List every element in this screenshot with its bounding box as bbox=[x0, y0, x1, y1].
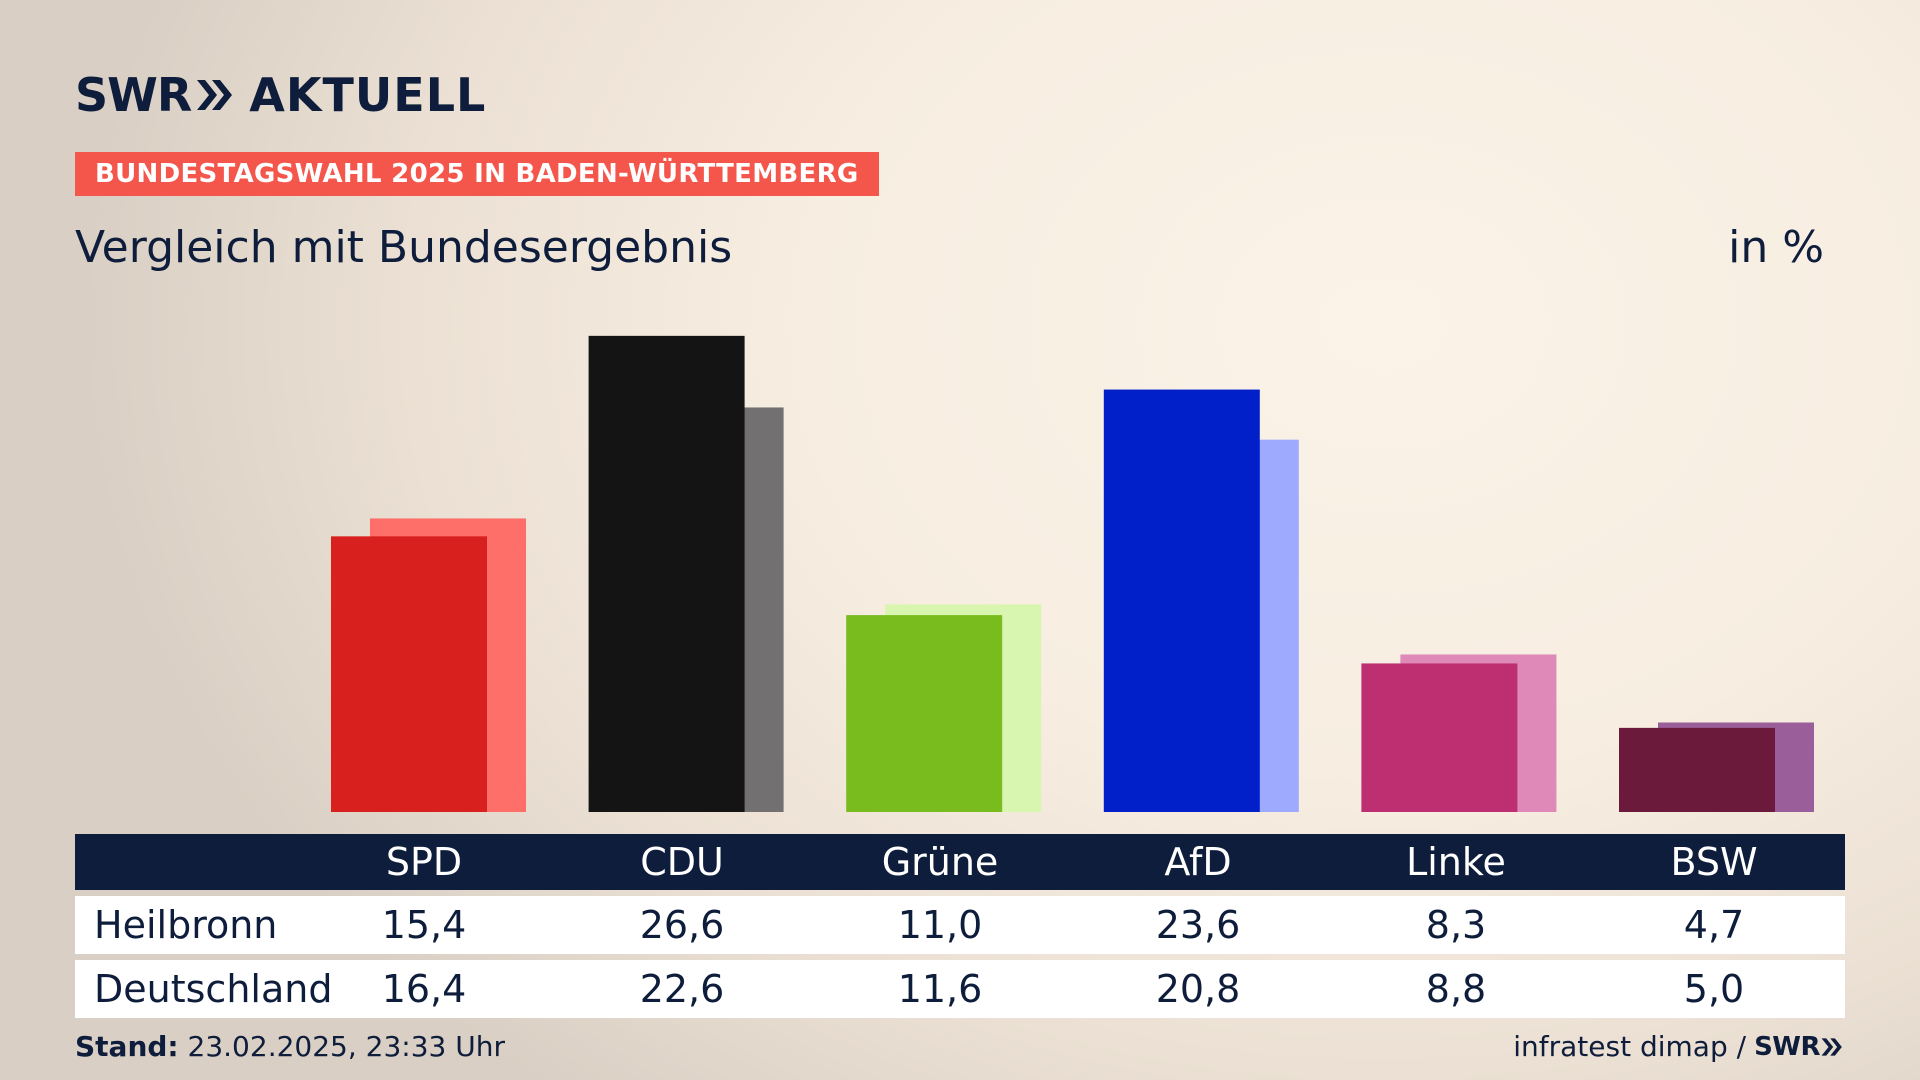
value-heilbronn-bsw: 4,7 bbox=[1683, 903, 1745, 947]
source-text: infratest dimap / bbox=[1513, 1030, 1747, 1063]
bar-spd-heilbronn bbox=[331, 536, 487, 812]
logo-swr-text: SWR bbox=[75, 68, 192, 122]
row-label-deutschland: Deutschland bbox=[94, 967, 333, 1011]
value-heilbronn-spd: 15,4 bbox=[381, 903, 467, 947]
header-bsw: BSW bbox=[1670, 840, 1758, 884]
bar-gruene-heilbronn bbox=[846, 615, 1003, 812]
header-spd: SPD bbox=[385, 840, 463, 884]
row-label-heilbronn: Heilbronn bbox=[94, 903, 278, 947]
election-banner: BUNDESTAGSWAHL 2025 IN BADEN-WÜRTTEMBERG bbox=[75, 152, 879, 196]
bar-linke-heilbronn bbox=[1361, 663, 1518, 812]
source-credit: infratest dimap / SWR bbox=[1513, 1030, 1844, 1063]
value-deutschland-spd: 16,4 bbox=[381, 967, 467, 1011]
bar-cdu-heilbronn bbox=[588, 335, 745, 812]
stand-value: 23.02.2025, 23:33 Uhr bbox=[187, 1030, 505, 1063]
header-gruene: Grüne bbox=[881, 840, 999, 884]
value-heilbronn-afd: 23,6 bbox=[1155, 903, 1241, 947]
value-deutschland-bsw: 5,0 bbox=[1683, 967, 1745, 1011]
value-deutschland-cdu: 22,6 bbox=[639, 967, 725, 1011]
value-deutschland-linke: 8,8 bbox=[1425, 967, 1487, 1011]
table-row-heilbronn: Heilbronn 15,4 26,6 11,0 23,6 8,3 4,7 bbox=[75, 896, 1845, 954]
swr-aktuell-logo: SWR AKTUELL bbox=[75, 68, 486, 122]
bar-afd-heilbronn bbox=[1103, 389, 1260, 812]
value-heilbronn-linke: 8,3 bbox=[1425, 903, 1487, 947]
value-deutschland-afd: 20,8 bbox=[1155, 967, 1241, 1011]
logo-chevrons-icon bbox=[197, 80, 233, 110]
value-heilbronn-cdu: 26,6 bbox=[639, 903, 725, 947]
table-header-row: SPD CDU Grüne AfD Linke BSW bbox=[75, 834, 1845, 890]
chart-subtitle: Vergleich mit Bundesergebnis bbox=[75, 222, 733, 273]
logo-aktuell-text: AKTUELL bbox=[249, 68, 487, 122]
bar-chart bbox=[331, 335, 1814, 812]
unit-label: in % bbox=[1728, 222, 1824, 273]
value-heilbronn-gruene: 11,0 bbox=[897, 903, 983, 947]
table-row-deutschland: Deutschland 16,4 22,6 11,6 20,8 8,8 5,0 bbox=[75, 960, 1845, 1018]
stand-label: Stand: bbox=[75, 1030, 179, 1063]
header-cdu: CDU bbox=[640, 840, 724, 884]
bar-bsw-heilbronn bbox=[1619, 727, 1775, 812]
header-afd: AfD bbox=[1164, 840, 1232, 884]
source-swr-logo: SWR bbox=[1754, 1031, 1820, 1062]
header-linke: Linke bbox=[1406, 840, 1506, 884]
source-chevrons-icon bbox=[1821, 1037, 1842, 1056]
results-table: SPD CDU Grüne AfD Linke BSW Heilbronn 15… bbox=[75, 834, 1845, 1018]
value-deutschland-gruene: 11,6 bbox=[897, 967, 983, 1011]
timestamp: Stand: 23.02.2025, 23:33 Uhr bbox=[75, 1030, 505, 1063]
